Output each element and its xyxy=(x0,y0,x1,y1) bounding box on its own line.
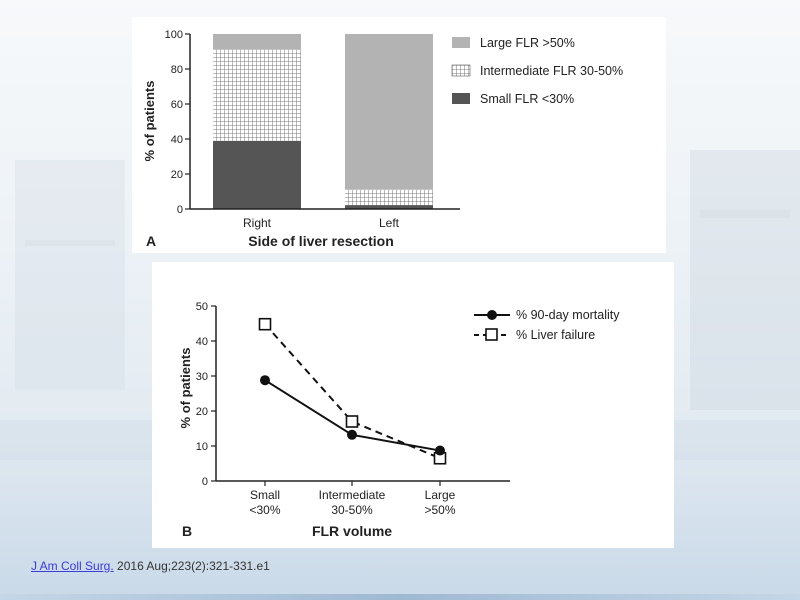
x-tick-label: Large xyxy=(425,488,456,502)
panel-b-letter: B xyxy=(182,523,192,539)
y-tick-label: 40 xyxy=(171,134,183,146)
y-tick-label: 40 xyxy=(196,336,208,348)
bar-segment-left-0 xyxy=(345,205,433,209)
marker-liver-failure xyxy=(258,317,272,331)
legend-marker xyxy=(485,328,498,341)
bar-segment-left-1 xyxy=(345,189,433,206)
bar-segment-right-1 xyxy=(213,49,301,141)
chart-panel-a: Right Left 0 20 40 60 80 100 Large FLR >50% Inte… xyxy=(132,17,666,253)
y-tick-label: 0 xyxy=(177,204,183,216)
chart-a-ylabel: % of patients xyxy=(142,81,157,162)
bottom-bar xyxy=(0,594,800,600)
legend-swatch xyxy=(452,37,470,48)
x-tick-label: Small xyxy=(250,488,280,502)
y-tick-label: 10 xyxy=(196,441,208,453)
legend-label: % Liver failure xyxy=(516,328,595,342)
bar-segment-right-2 xyxy=(213,34,301,50)
marker-mortality xyxy=(347,429,357,440)
y-tick-label: 50 xyxy=(196,301,208,313)
chart-b-ylabel: % of patients xyxy=(178,348,193,429)
y-tick-label: 20 xyxy=(171,169,183,181)
y-tick-label: 60 xyxy=(171,99,183,111)
x-tick-label: <30% xyxy=(249,503,280,517)
legend-marker xyxy=(487,310,497,320)
x-tick-label: Right xyxy=(243,216,272,230)
legend-swatch xyxy=(451,64,471,77)
citation: J Am Coll Surg. 2016 Aug;223(2):321-331.… xyxy=(31,559,270,573)
legend-label: Intermediate FLR 30-50% xyxy=(480,64,623,78)
journal-link[interactable]: J Am Coll Surg. xyxy=(31,559,114,573)
x-tick-label: >50% xyxy=(424,503,455,517)
y-tick-label: 20 xyxy=(196,406,208,418)
y-tick-label: 80 xyxy=(171,64,183,76)
chart-panel-b: 0 10 20 30 40 50 Small <30% Intermediate 30-50% La… xyxy=(152,262,674,548)
y-tick-label: 0 xyxy=(202,476,208,488)
marker-liver-failure xyxy=(345,415,359,428)
chart-b-xlabel: FLR volume xyxy=(312,523,392,539)
legend-label: % 90-day mortality xyxy=(516,308,620,322)
legend-label: Small FLR <30% xyxy=(480,92,574,106)
bar-segment-right-0 xyxy=(213,140,301,209)
y-tick-label: 30 xyxy=(196,371,208,383)
legend-swatch xyxy=(452,93,470,104)
panel-a-letter: A xyxy=(146,233,156,249)
x-tick-label: Left xyxy=(379,216,400,230)
citation-details: 2016 Aug;223(2):321-331.e1 xyxy=(117,559,270,573)
y-tick-label: 100 xyxy=(165,29,183,41)
bar-segment-left-2 xyxy=(345,34,433,190)
marker-mortality xyxy=(435,445,445,456)
x-tick-label: 30-50% xyxy=(331,503,373,517)
chart-a-xlabel: Side of liver resection xyxy=(248,233,394,249)
stacked-bar-chart: Right Left 0 20 40 60 80 100 Large FLR >50% Inte… xyxy=(142,29,623,249)
legend-label: Large FLR >50% xyxy=(480,36,575,50)
marker-mortality xyxy=(260,375,270,386)
x-tick-label: Intermediate xyxy=(319,488,386,502)
